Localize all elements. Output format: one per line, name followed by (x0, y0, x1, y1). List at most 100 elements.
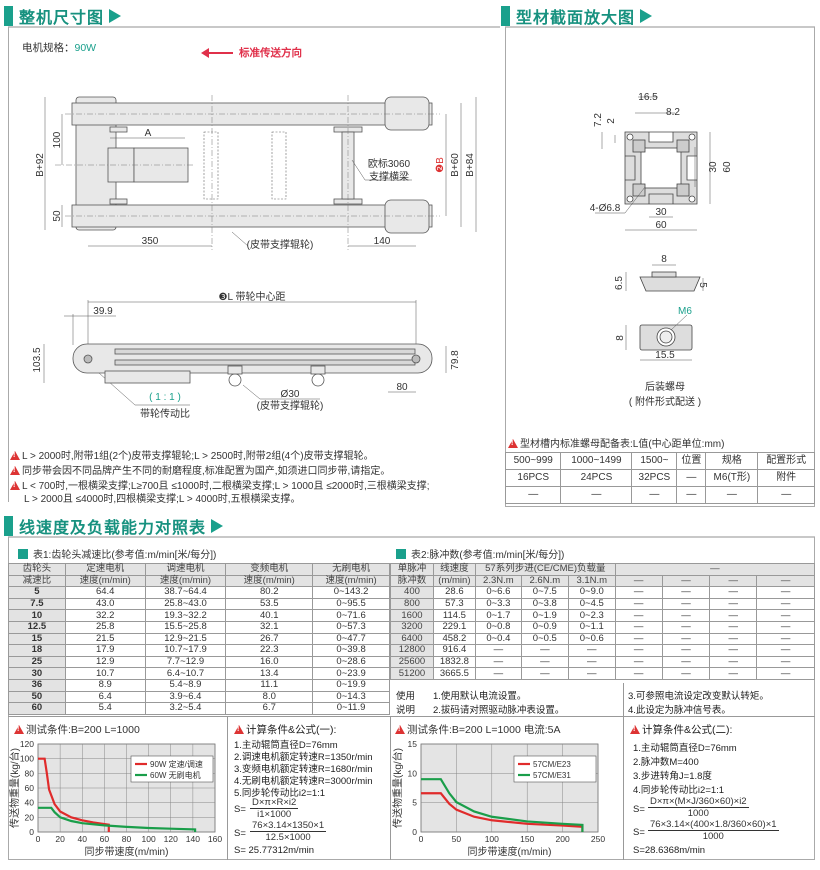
table-cell: 17.9 (64, 644, 146, 657)
table-cell: M6(T形) (705, 469, 759, 487)
table-cell: 6.7 (225, 702, 314, 715)
table-cell: — (756, 632, 815, 646)
table-cell: — (705, 486, 759, 504)
dim-nut-15-5: 15.5 (655, 350, 675, 361)
table-cell: 24PCS (560, 469, 633, 487)
column-header: 变频电机 (225, 563, 314, 576)
dim-39-9: 39.9 (93, 306, 113, 317)
dim-holes: 4-Ø6.8 (590, 203, 621, 214)
arrow-right-icon (109, 9, 122, 23)
table-cell: — (709, 609, 758, 622)
table-row: 齿轮头 定速电机 调速电机 变频电机 无刷电机 (8, 563, 390, 576)
table-cell: — (614, 586, 663, 599)
formula1-s: S= (234, 828, 246, 839)
table-cell: — (756, 667, 815, 680)
usage-note-1: 1.使用默认电流设置。 (433, 691, 527, 702)
table-cell: 0~0.8 (474, 620, 522, 634)
arrow-left-icon (201, 47, 233, 58)
note-3: L < 700时,一根横梁支撑;L≥700且 ≤1000时,二根横梁支撑;L >… (10, 477, 430, 492)
table-cell: — (661, 644, 711, 657)
section-title: 型材截面放大图 (516, 10, 636, 27)
numerator: 76×3.14×1350×1 (250, 820, 327, 832)
x-tick-label: 160 (208, 834, 222, 844)
table-cell: 附件 (757, 469, 815, 487)
denominator: 1000 (687, 808, 709, 819)
column-header: 速度(m/min) (144, 574, 227, 588)
table-row: 16PCS 24PCS 32PCS — M6(T形) 附件 (504, 469, 815, 487)
warning-icon (10, 451, 20, 460)
y-tick-label: 100 (20, 754, 34, 764)
table-cell: — (757, 486, 815, 504)
table-cell: 51200 (390, 667, 434, 680)
column-header: 线速度 (432, 563, 476, 576)
formula1-s: S= (234, 804, 246, 815)
warning-icon (630, 725, 640, 734)
dim-50: 50 (52, 210, 63, 222)
formula2-line: 1.主动辊筒直径D=76mm (633, 743, 737, 754)
legend-label: 57CM/E31 (533, 771, 571, 780)
table-cell: — (709, 655, 758, 669)
table-cell: 12.9~21.5 (144, 632, 227, 646)
table-cell: — (756, 586, 815, 599)
formula1-title: 计算条件&公式(一): (234, 722, 336, 737)
section-header-profile: 型材截面放大图 (505, 5, 653, 27)
chart1-title-text: 测试条件:B=200 L=1000 (26, 724, 140, 736)
table-cell: — (567, 655, 616, 669)
numerator: 76×3.14×(400×1.8/360×60)×1 (648, 819, 779, 831)
x-tick-label: 0 (419, 834, 424, 844)
motor-spec: 电机规格：90W (22, 40, 96, 55)
table-cell: — (661, 667, 711, 680)
dim-nut-8: 8 (661, 254, 667, 265)
column-header: — (614, 563, 816, 576)
table-cell: — (661, 655, 711, 669)
chart-load-motor: 0 20 40 60 80 100 120 140 160 0 20 40 60 80 100 120 90W … (8, 739, 222, 858)
warning-icon (508, 439, 518, 448)
formula1-line: 5.同步轮传动比i2=1:1 (234, 788, 326, 799)
formula2-result: S=28.6368m/min (633, 845, 706, 856)
section-header-speed: 线速度及负载能力对照表 (8, 515, 224, 537)
table-cell: 0~143.2 (312, 586, 390, 599)
table-cell: 500~999 (504, 452, 562, 470)
table-row: 36 8.9 5.4~8.9 11.1 0~19.9 (8, 678, 390, 692)
column-header: — (614, 574, 663, 588)
dim-b84: B+84 (465, 153, 476, 177)
dim-79-8: 79.8 (450, 350, 461, 370)
table-cell: 0~0.9 (520, 620, 569, 634)
gear-ratio-table: 齿轮头 定速电机 调速电机 变频电机 无刷电机 减速比 速度(m/min) 速度(m/min)… (8, 563, 390, 715)
table-cell: 12.5 (8, 620, 66, 634)
table2-title: 表2:脉冲数(参考值:m/min[米/每分]) (396, 546, 564, 561)
y-tick-label: 120 (20, 739, 34, 749)
table-cell: 800 (390, 597, 434, 611)
x-tick-label: 60 (100, 834, 110, 844)
table-cell: — (709, 644, 758, 657)
table-row: 10 32.2 19.3~32.2 40.1 0~71.6 (8, 609, 390, 622)
series-line-2 (421, 778, 584, 832)
table-cell: 10 (8, 609, 66, 622)
y-tick-label: 5 (412, 798, 417, 808)
table-cell: — (661, 586, 711, 599)
note-text: 同步带会因不同品牌产生不同的耐磨程度,标准配置为国产,如须进口同步带,请指定。 (22, 466, 391, 477)
table-row: 60 5.4 3.2~5.4 6.7 0~11.9 (8, 702, 390, 715)
column-header: (m/min) (432, 574, 476, 588)
table-cell: — (614, 620, 663, 634)
table-cell: — (520, 655, 569, 669)
profile-drawing: 16.5 8.2 7.2 2 30 60 4-Ø6.8 30 60 8 6.5 … (590, 92, 733, 408)
table-cell: — (520, 644, 569, 657)
x-axis-label: 同步带速度(m/min) (468, 845, 552, 858)
table-cell: 25.8~43.0 (144, 597, 227, 611)
formula1-result: S= 25.77312m/min (234, 845, 315, 856)
table-row: — — — — — — (504, 486, 815, 504)
dim-100: 100 (52, 131, 63, 148)
table-cell: 6400 (390, 632, 434, 646)
table-cell: 11.1 (225, 678, 314, 692)
table-cell: 0~11.9 (312, 702, 390, 715)
x-tick-label: 80 (122, 834, 132, 844)
table-cell: — (474, 667, 522, 680)
note-4: L > 2000且 ≤4000时,四根横梁支撑;L > 4000时,五根横梁支撑… (24, 490, 301, 505)
formula1-title-text: 计算条件&公式(一): (246, 724, 337, 736)
table-cell: — (614, 597, 663, 611)
table-cell: 3.9~6.4 (144, 690, 227, 704)
roller-label: (皮带支撑辊轮) (247, 238, 314, 251)
table-cell: — (614, 667, 663, 680)
table-cell: — (614, 632, 663, 646)
